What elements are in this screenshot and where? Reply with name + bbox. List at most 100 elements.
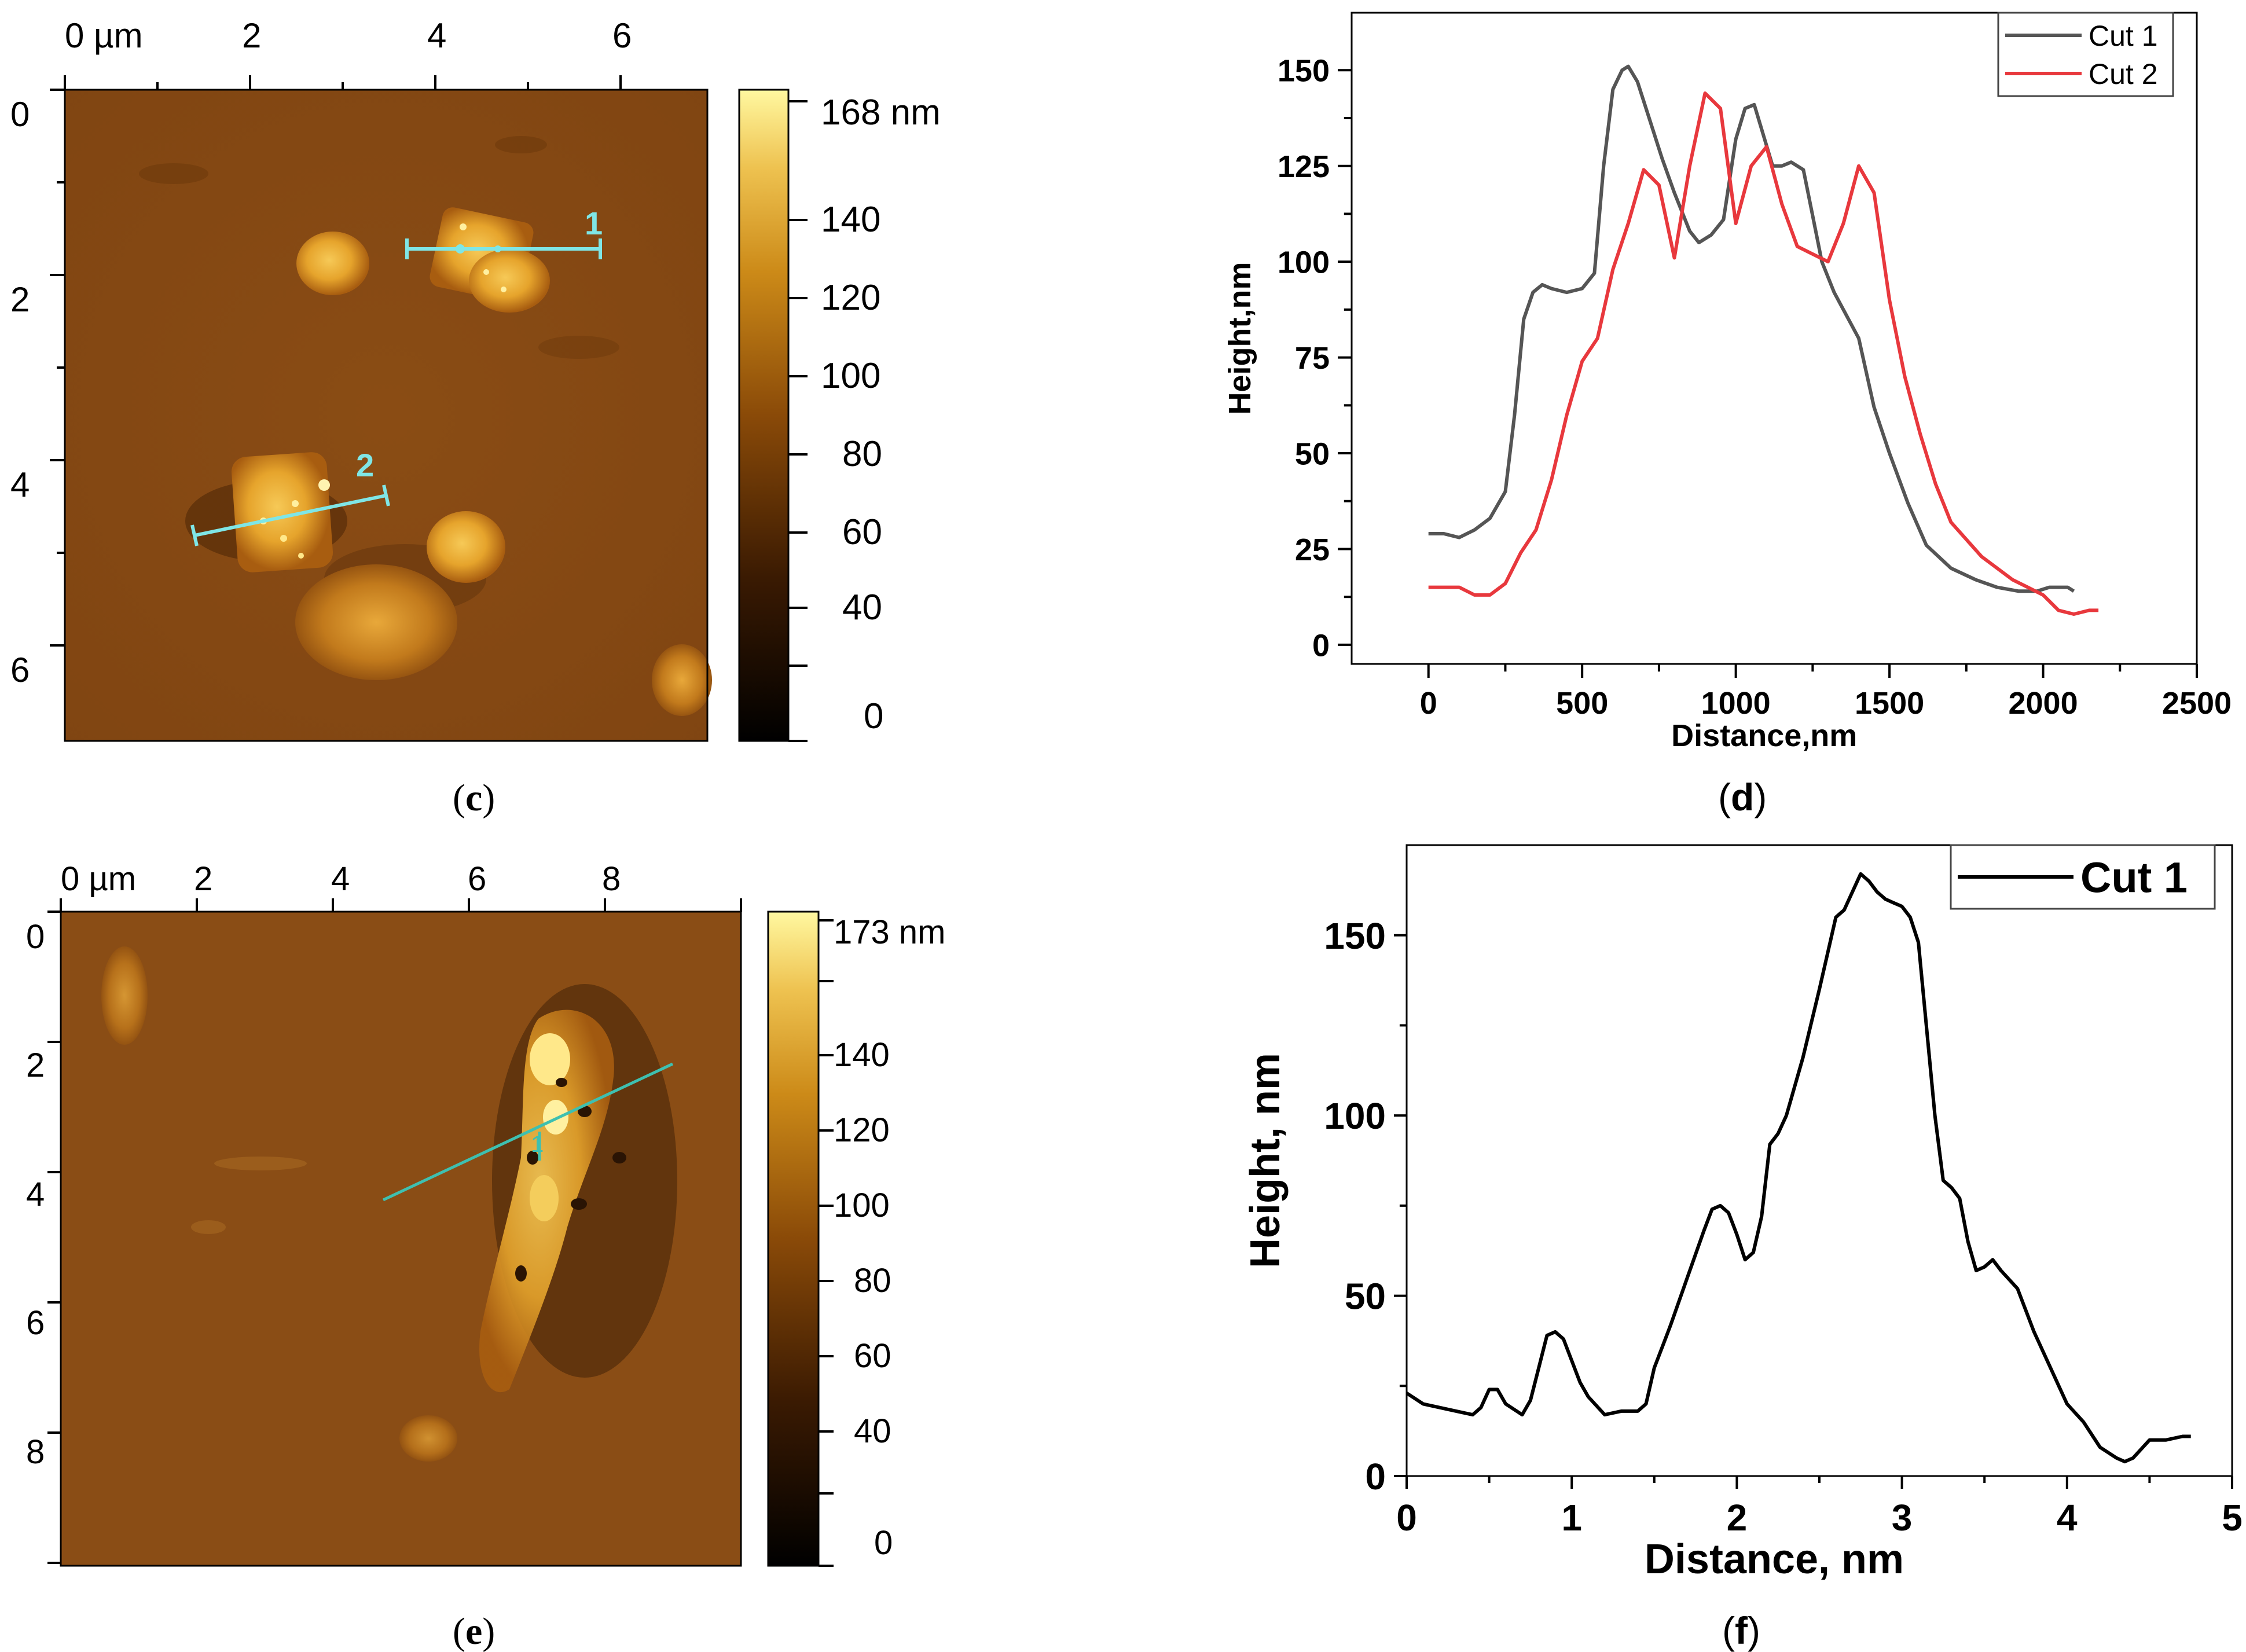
d-series-2-point (2012, 579, 2013, 580)
cut-label-1-c: 1 (585, 205, 603, 241)
panel-label-e: (e) (453, 1610, 495, 1652)
d-series-1-point (1505, 491, 1506, 492)
d-x-tick-label: 1000 (1701, 686, 1771, 721)
d-series-1-point (1812, 215, 1813, 216)
panel-label-f-letter: f (1735, 1609, 1748, 1652)
d-series-1-point (1662, 158, 1663, 159)
d-series-2-point (1505, 583, 1506, 584)
f-series-1-point (1893, 902, 1894, 903)
chart-d: 0 500 1000 1500 2000 2500 0 25 50 75 100 125 150 Dist… (1223, 12, 2232, 818)
f-y-tick-label: 50 (1345, 1276, 1386, 1317)
d-series-1-point (1754, 104, 1755, 105)
d-series-1-point (1514, 414, 1515, 415)
f-series-1-point (1951, 1187, 1952, 1188)
d-series-2-point (1597, 338, 1598, 339)
scale-tick-e-6: 0 (874, 1524, 893, 1562)
d-series-1-point (1723, 219, 1724, 220)
d-series-1-line (1428, 64, 2075, 593)
panel-label-c: (c) (453, 777, 495, 819)
f-x-tick-label: 0 (1396, 1497, 1417, 1539)
scale-tick-e-5: 40 (854, 1412, 891, 1450)
scale-tick-c-0: 140 (821, 200, 880, 240)
d-series-1-point (1711, 234, 1712, 235)
afm-panel-e: 1 0 µm 2 4 6 8 0 2 4 6 8 (26, 860, 945, 1652)
d-series-1-point (1791, 162, 1792, 163)
scale-max-e: 173 nm (834, 913, 945, 951)
scale-tick-e-2: 100 (834, 1187, 890, 1224)
panel-label-c-letter: c (465, 777, 482, 819)
d-y-tick-label: 25 (1295, 533, 1330, 567)
f-series-1-point (1959, 1198, 1960, 1199)
panel-label-e-letter: e (465, 1610, 482, 1652)
cut-label-2-c: 2 (356, 447, 374, 483)
cut-line-1-c (405, 238, 602, 259)
color-scale-c (738, 89, 790, 742)
scale-tick-e-1: 120 (834, 1111, 890, 1149)
f-series-1-point (2182, 1436, 2183, 1437)
f-series-1-point (1819, 989, 1820, 990)
d-series-1-point (2058, 587, 2059, 588)
f-series-1-point (1860, 873, 1861, 874)
d-series-1-point (2049, 587, 2050, 588)
x-tick-e-1: 2 (194, 860, 212, 898)
d-series-1-point (1975, 579, 1976, 580)
d-series-2-point (2089, 610, 2090, 611)
y-tick-c-2: 4 (10, 465, 30, 504)
x-tick-c-1: 2 (242, 16, 261, 55)
d-x-tick-label: 2500 (2162, 686, 2232, 721)
f-series-1-point (1761, 1216, 1762, 1217)
f-y-tick-label: 0 (1365, 1456, 1386, 1497)
d-series-1-point (1489, 518, 1490, 519)
d-legend-label: Cut 2 (2089, 58, 2158, 90)
f-series-1-point (1497, 1389, 1498, 1390)
d-series-2-point (1766, 146, 1767, 147)
d-plot-frame (1350, 12, 2198, 665)
cut-line-1-e (382, 1062, 674, 1202)
f-x-tick-label: 4 (2057, 1497, 2078, 1539)
f-series-1-point (2017, 1288, 2018, 1289)
x-tick-c-0: 0 µm (65, 16, 143, 55)
cut-line-2-c (190, 484, 390, 546)
scale-tick-c-3: 80 (842, 434, 882, 474)
f-series-1-line (1405, 872, 2191, 1464)
d-series-2-point (1582, 361, 1583, 362)
panel-label-d-close: ) (1754, 776, 1767, 818)
d-series-2-point (1904, 376, 1905, 377)
d-legend-label: Cut 1 (2089, 20, 2158, 52)
y-tick-e-2: 4 (26, 1176, 45, 1213)
y-tick-e-3: 6 (26, 1304, 45, 1342)
f-series-1-point (1885, 899, 1886, 900)
y-tick-c-3: 6 (10, 651, 30, 689)
f-x-tick-label: 1 (1561, 1497, 1582, 1539)
d-series-2-point (1935, 483, 1936, 484)
panel-label-f-close: ) (1748, 1609, 1760, 1652)
d-series-2-point (1428, 587, 1429, 588)
f-series-1-point (2190, 1436, 2191, 1437)
scale-tick-c-4: 60 (842, 512, 882, 552)
d-series-1-point (1594, 273, 1595, 274)
f-x-tick-label: 3 (1892, 1497, 1913, 1539)
f-y-axis-label: Height, nm (1242, 1053, 1289, 1268)
d-x-tick-label: 500 (1556, 686, 1608, 721)
d-series-1-point (1907, 503, 1908, 504)
scale-tick-c-5: 40 (842, 588, 882, 627)
f-legend-label: Cut 1 (2080, 854, 2188, 902)
d-series-1-point (1582, 288, 1583, 289)
cut-label-1-e: 1 (531, 1132, 544, 1157)
d-series-1-point (1889, 453, 1890, 454)
y-tick-e-1: 2 (26, 1047, 45, 1084)
d-y-tick-label: 50 (1295, 436, 1330, 471)
f-series-1-point (1530, 1400, 1531, 1401)
x-tick-c-3: 6 (612, 16, 632, 55)
panel-label-d-letter: d (1731, 776, 1754, 818)
color-scale-e (767, 911, 820, 1567)
d-y-tick-label: 100 (1278, 245, 1330, 280)
d-x-tick-label: 1500 (1855, 686, 1924, 721)
f-series-1-point (1984, 1266, 1985, 1267)
scale-tick-e-0: 140 (834, 1036, 890, 1074)
d-series-1-point (1566, 292, 1567, 293)
scale-tick-e-4: 60 (854, 1337, 891, 1375)
d-x-tick-label: 2000 (2008, 686, 2078, 721)
d-y-tick-label: 125 (1278, 149, 1330, 184)
d-series-2-point (1566, 414, 1567, 415)
